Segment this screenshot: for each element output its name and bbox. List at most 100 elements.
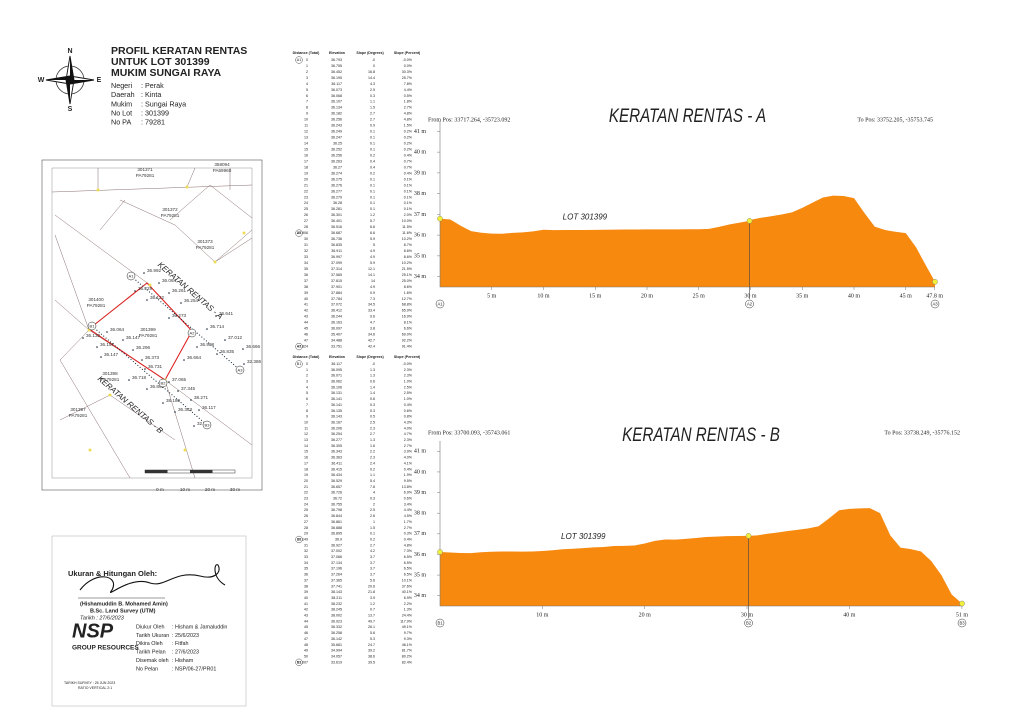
spot-height: 36.261 xyxy=(172,288,186,293)
table-cell: 5.6 xyxy=(370,578,375,582)
table-cell: 37.741 xyxy=(331,584,342,588)
table-cell: 1.5 xyxy=(370,106,375,110)
info-label: Negeri xyxy=(111,81,133,90)
marker-badge xyxy=(744,618,753,628)
table-cell: 36 xyxy=(304,573,308,577)
table-cell: 36.252 xyxy=(331,148,342,152)
table-cell: 5.3 xyxy=(370,637,375,641)
table-cell: 0.1% xyxy=(404,207,413,211)
marker-label: A1 xyxy=(437,301,443,306)
lot-plan: PA79281 xyxy=(69,413,88,418)
table-cell: 20 xyxy=(304,479,308,483)
table-cell: 0.4% xyxy=(404,403,413,407)
table-cell: 0.9 xyxy=(370,124,375,128)
map xyxy=(41,159,263,491)
table-cell: 9.3% xyxy=(404,637,413,641)
spot-point xyxy=(146,388,148,390)
table-cell: 34.994 xyxy=(331,649,342,653)
table-cell: 36.529 xyxy=(331,479,342,483)
table-cell: 0.9 xyxy=(370,291,375,295)
spot-height: 36.254 xyxy=(184,298,198,303)
table-cell: 15 xyxy=(304,450,308,454)
lot-number: 358094 xyxy=(214,162,230,167)
marker-badge xyxy=(930,299,940,309)
table-cell: 16 xyxy=(304,456,308,460)
marker-label: B2 xyxy=(746,620,752,625)
row-marker-label: B3 xyxy=(297,660,301,664)
table-cell: 37.815 xyxy=(331,279,342,283)
table-cell: 2.5 xyxy=(370,508,375,512)
y-tick-label: 38 m xyxy=(414,511,427,517)
table-cell: 0.3 xyxy=(370,497,375,501)
table-cell: 4.7% xyxy=(404,432,413,436)
spot-height: 36.229 xyxy=(138,286,152,291)
x-tick-label: 51 m xyxy=(956,612,969,618)
table-cell: 36.131 xyxy=(331,391,342,395)
table-cell: 37.264 xyxy=(331,573,342,577)
table-cell: 1.9% xyxy=(404,473,413,477)
table-cell: 0.1% xyxy=(404,177,413,181)
lot-number: 301398 xyxy=(102,371,118,376)
table-cell: 2 xyxy=(306,374,308,378)
table-cell: 32 xyxy=(304,549,308,553)
table-cell: 1.2 xyxy=(370,602,375,606)
row-marker xyxy=(295,342,303,351)
spot-point xyxy=(190,399,192,401)
table-cell: 1.3 xyxy=(370,368,375,372)
table-cell: 13.8% xyxy=(402,485,413,489)
spot-point xyxy=(216,353,218,355)
table-cell: 82.4% xyxy=(402,660,413,664)
table-cell: 0.2% xyxy=(404,136,413,140)
x-tick-label: 40 m xyxy=(843,612,856,618)
table-cell: 36.72 xyxy=(333,497,342,501)
table-cell: 38.002 xyxy=(331,614,342,618)
lot-number: 301400 xyxy=(88,297,104,302)
table-cell: 1.3 xyxy=(370,374,375,378)
table-cell: 0.1 xyxy=(370,207,375,211)
table-cell: 46 xyxy=(304,333,308,337)
marker-point xyxy=(745,533,752,539)
lot-plan: PA79281 xyxy=(139,333,158,338)
table-cell: 6.5% xyxy=(404,573,413,577)
info-value: : Perak xyxy=(141,81,164,90)
table-cell: 7 xyxy=(306,403,308,407)
table-cell: 36.687 xyxy=(331,231,342,235)
spot-height: 36.147 xyxy=(126,335,140,340)
table-cell: 0 xyxy=(373,64,375,68)
table-cell: 7.8% xyxy=(404,82,413,86)
table-cell: 12.7% xyxy=(402,297,413,301)
map-inner-frame xyxy=(51,167,253,479)
table-cell: 4.3% xyxy=(404,420,413,424)
point-marker xyxy=(87,321,97,331)
table-cell: 8 xyxy=(306,409,308,413)
table-cell: 1.3 xyxy=(370,438,375,442)
table-cell: 23 xyxy=(304,195,308,199)
table-cell: 11 xyxy=(304,426,308,430)
table-cell: 1.4 xyxy=(370,385,375,389)
spot-height: 36.157 xyxy=(100,342,114,347)
spot-point xyxy=(122,339,124,341)
table-cell: 0.1% xyxy=(404,189,413,193)
table-cell: 8 xyxy=(306,106,308,110)
row-marker-label: B1 xyxy=(297,362,301,366)
table-cell: 48 xyxy=(304,643,308,647)
spot-point xyxy=(242,348,244,350)
from-pos: From Pos: 33700.093, -35743.061 xyxy=(428,430,510,436)
table-cell: 36.997 xyxy=(331,255,342,259)
spot-point xyxy=(198,409,200,411)
spot-height: 36.992 xyxy=(147,268,161,273)
table-cell: 27 xyxy=(304,520,308,524)
table-cell: 8.6% xyxy=(404,255,413,259)
table-cell: 37.066 xyxy=(331,555,342,559)
point-label: B3 xyxy=(205,422,211,427)
table-cell: 9 xyxy=(306,112,308,116)
table-cell: 4.9 xyxy=(370,255,375,259)
stamp-value: : Hisham xyxy=(172,658,194,664)
table-cell: 36.726 xyxy=(331,491,342,495)
table-cell: 15 xyxy=(304,148,308,152)
table-cell: 0 xyxy=(306,58,308,62)
table-cell: 0.2 xyxy=(370,537,375,541)
scale-label: 20 m xyxy=(205,487,215,492)
table-cell: 36.452 xyxy=(331,70,342,74)
